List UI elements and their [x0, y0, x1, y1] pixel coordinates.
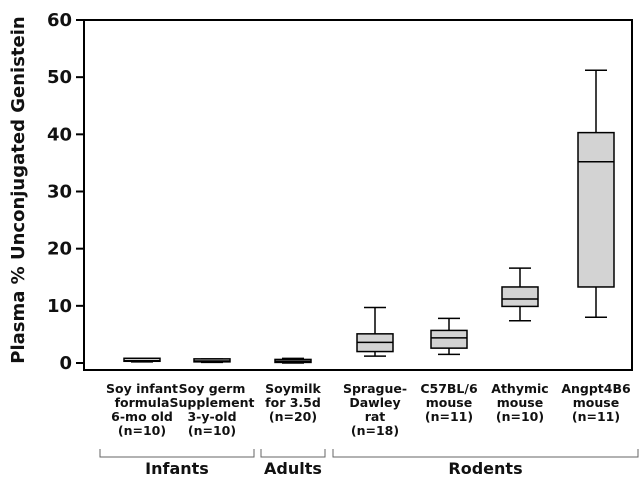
group-infants: Infants — [99, 449, 255, 478]
y-tick-label: 30 — [47, 182, 72, 203]
y-tick-label: 40 — [47, 124, 72, 145]
y-tick-label: 20 — [47, 239, 72, 260]
y-tick-label: 50 — [47, 67, 72, 88]
category-label-line: mouse — [573, 395, 619, 410]
category-label-line: 3-y-old — [187, 409, 236, 424]
category-label-line: (n=10) — [118, 423, 166, 438]
category-label-line: (n=20) — [269, 409, 317, 424]
category-label-line: Soymilk — [265, 381, 321, 396]
group-rodents: Rodents — [332, 449, 639, 478]
category-label-line: mouse — [497, 395, 543, 410]
category-label-line: Soy germ — [179, 381, 246, 396]
y-tick-label: 0 — [59, 353, 72, 374]
box-3 — [274, 357, 312, 364]
boxes — [123, 69, 615, 364]
y-tick-label: 60 — [47, 10, 72, 31]
box-5 — [430, 317, 468, 356]
group-adults: Adults — [260, 449, 326, 478]
box-2 — [193, 358, 231, 364]
box-7 — [577, 69, 615, 319]
group-bracket — [99, 449, 255, 458]
category-label-line: C57BL/6 — [420, 381, 478, 396]
category-label-line: for 3.5d — [265, 395, 321, 410]
category-label: Angpt4B6 mouse (n=11) — [561, 381, 631, 424]
category-label: Sprague-Dawley rat (n=18) — [343, 381, 407, 438]
box-1 — [123, 357, 161, 363]
iqr-box — [501, 286, 539, 308]
category-label-line: Soy infant — [106, 381, 178, 396]
category-label: Soymilk for 3.5d (n=20) — [265, 381, 321, 424]
category-label-line: (n=10) — [188, 423, 236, 438]
category-label: C57BL/6 mouse (n=11) — [420, 381, 478, 424]
group-bracket — [260, 449, 326, 458]
group-label: Infants — [145, 459, 209, 478]
y-axis-title: Plasma % Unconjugated Genistein — [8, 16, 29, 363]
category-label: Soy germ Supplement 3-y-old (n=10) — [170, 381, 255, 438]
category-labels: Soy infant formula 6-mo old (n=10)Soy germ S… — [106, 381, 631, 438]
category-label-line: rat — [365, 409, 386, 424]
category-label-line: formula — [115, 395, 170, 410]
group-label: Rodents — [448, 459, 522, 478]
plot-frame — [83, 19, 633, 371]
group-label: Adults — [264, 459, 322, 478]
group-bracket — [332, 449, 639, 458]
group-brackets: Infants Adults Rodents — [99, 449, 639, 478]
category-label-line: (n=10) — [496, 409, 544, 424]
category-label-line: (n=11) — [572, 409, 620, 424]
category-label: Athymic mouse (n=10) — [491, 381, 548, 424]
category-label: Soy infant formula 6-mo old (n=10) — [106, 381, 178, 438]
category-label-line: 6-mo old — [111, 409, 173, 424]
box-6 — [501, 267, 539, 322]
box-4 — [356, 306, 394, 357]
iqr-box — [577, 131, 615, 288]
y-tick-label: 10 — [47, 296, 72, 317]
category-label-line: Supplement — [170, 395, 255, 410]
category-label-line: (n=18) — [351, 423, 399, 438]
category-label-line: Athymic — [491, 381, 548, 396]
axes: 0 10 20 30 40 50 60 — [47, 10, 633, 374]
iqr-box — [430, 329, 468, 349]
category-label-line: Angpt4B6 — [561, 381, 631, 396]
category-label-line: Sprague- — [343, 381, 407, 396]
category-label-line: mouse — [426, 395, 472, 410]
category-label-line: (n=11) — [425, 409, 473, 424]
category-label-line: Dawley — [349, 395, 400, 410]
